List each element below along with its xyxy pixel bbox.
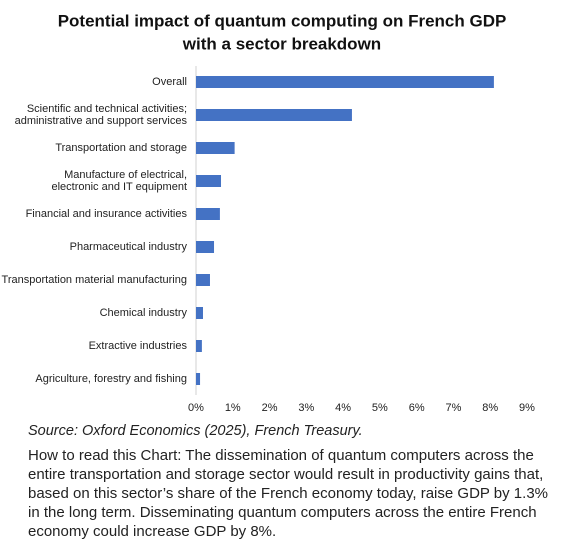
- x-tick-label: 2%: [262, 402, 278, 414]
- bar: [196, 274, 210, 286]
- y-tick-label: Pharmaceutical industry: [70, 241, 188, 253]
- bar: [196, 373, 201, 385]
- bar: [196, 142, 235, 154]
- x-tick-label: 9%: [519, 402, 535, 414]
- y-tick-label: Extractive industries: [89, 340, 188, 352]
- chart-title: with a sector breakdown: [182, 34, 381, 53]
- y-tick-label: Financial and insurance activities: [26, 208, 188, 220]
- chart-title: Potential impact of quantum computing on…: [58, 11, 507, 30]
- y-tick-label: Chemical industry: [100, 307, 188, 319]
- x-tick-label: 4%: [335, 402, 351, 414]
- bar: [196, 109, 352, 121]
- x-tick-label: 8%: [482, 402, 498, 414]
- y-tick-label: Transportation material manufacturing: [2, 274, 187, 286]
- bar: [196, 76, 494, 88]
- source: Source: Oxford Economics (2025), French …: [28, 423, 363, 439]
- x-tick-label: 1%: [225, 402, 241, 414]
- x-tick-label: 3%: [298, 402, 314, 414]
- y-tick-label: Scientific and technical activities; admi…: [15, 103, 188, 127]
- y-tick-label: Agriculture, forestry and fishing: [35, 373, 187, 385]
- chart: Potential impact of quantum computing on…: [2, 11, 536, 414]
- x-tick-label: 6%: [409, 402, 425, 414]
- x-tick-label: 5%: [372, 402, 388, 414]
- note: How to read this Chart: The disseminatio…: [28, 447, 548, 540]
- bar: [196, 307, 203, 319]
- bar: [196, 175, 222, 187]
- y-tick-label: Transportation and storage: [55, 142, 187, 154]
- bar: [196, 241, 215, 253]
- x-tick-label: 7%: [445, 402, 461, 414]
- bar: [196, 340, 202, 352]
- y-tick-label: Manufacture of electrical, electronic and…: [51, 169, 187, 193]
- y-tick-label: Overall: [152, 76, 187, 88]
- bar: [196, 208, 220, 220]
- x-tick-label: 0%: [188, 402, 204, 414]
